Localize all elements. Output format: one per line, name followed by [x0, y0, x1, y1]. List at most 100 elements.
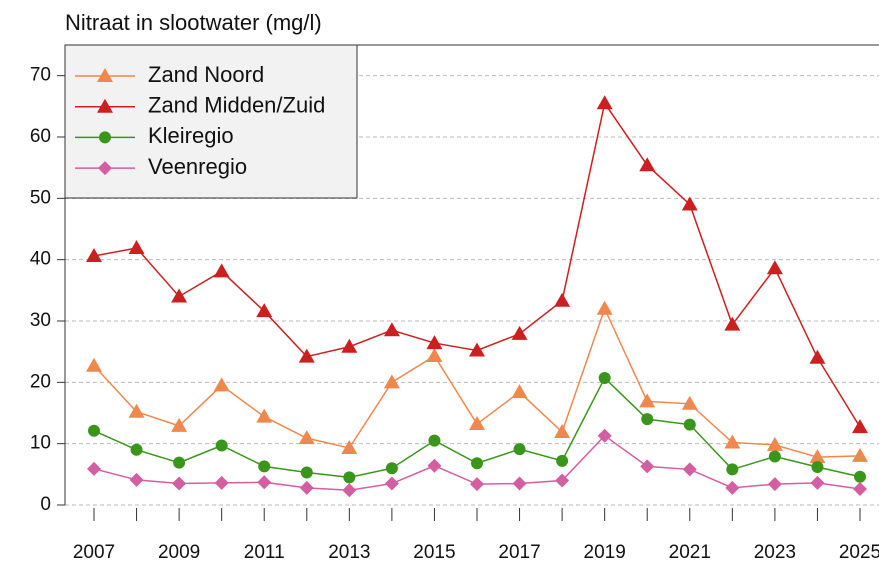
series	[86, 95, 868, 434]
marker	[214, 475, 229, 490]
x-tick-label: 2021	[669, 542, 711, 563]
marker	[97, 68, 113, 82]
marker	[86, 247, 102, 262]
marker	[298, 348, 315, 363]
marker	[383, 374, 400, 389]
marker	[173, 456, 186, 469]
series	[86, 300, 868, 464]
marker	[256, 303, 273, 318]
marker	[682, 462, 697, 477]
y-tick-label: 20	[30, 371, 51, 392]
marker	[427, 458, 442, 473]
marker	[87, 461, 101, 476]
marker	[853, 482, 867, 497]
marker	[213, 263, 230, 278]
marker	[256, 408, 273, 423]
x-tick-label: 2019	[584, 542, 626, 563]
marker	[343, 471, 356, 484]
legend-label: Veenregio	[148, 154, 247, 179]
x-tick-label: 2015	[413, 542, 455, 563]
marker	[384, 476, 399, 491]
marker	[88, 424, 100, 437]
y-tick-label: 0	[40, 494, 51, 515]
marker	[683, 418, 696, 431]
marker	[556, 454, 569, 467]
marker	[641, 413, 654, 426]
x-tick-label: 2007	[73, 542, 115, 563]
marker	[810, 475, 825, 490]
marker	[852, 419, 868, 434]
marker	[469, 342, 485, 357]
legend-label: Kleiregio	[148, 123, 234, 148]
marker	[809, 449, 826, 464]
marker	[725, 480, 740, 495]
marker	[172, 476, 187, 491]
marker	[681, 196, 698, 211]
marker	[298, 430, 315, 445]
marker	[554, 424, 571, 439]
marker	[128, 240, 145, 255]
series	[87, 428, 867, 498]
marker	[171, 417, 188, 432]
marker	[215, 439, 228, 452]
marker	[385, 462, 398, 475]
series	[88, 372, 866, 484]
marker	[98, 161, 112, 176]
marker	[852, 447, 868, 462]
marker	[555, 473, 570, 488]
marker	[469, 416, 485, 431]
y-tick-label: 60	[30, 126, 51, 147]
marker	[766, 260, 783, 275]
marker	[597, 428, 612, 443]
marker	[681, 395, 698, 410]
marker	[426, 347, 443, 362]
marker	[171, 288, 188, 303]
marker	[766, 436, 783, 451]
marker	[471, 457, 483, 470]
y-tick-label: 70	[30, 65, 51, 86]
marker	[258, 460, 271, 473]
marker	[854, 470, 866, 483]
marker	[300, 466, 313, 479]
marker	[342, 483, 357, 498]
marker	[341, 439, 358, 454]
marker	[724, 434, 741, 449]
x-tick-label: 2023	[754, 542, 796, 563]
marker	[426, 335, 443, 350]
marker	[639, 157, 656, 172]
y-tick-label: 30	[30, 310, 51, 331]
marker	[341, 338, 358, 353]
marker	[512, 476, 527, 491]
marker	[299, 480, 314, 495]
marker	[513, 443, 526, 456]
marker	[554, 292, 571, 307]
marker	[129, 472, 144, 487]
line	[93, 306, 861, 458]
marker	[724, 316, 741, 331]
marker	[428, 434, 441, 447]
legend: Zand Noord Zand Midden/Zuid Kleiregio Veenr…	[64, 44, 358, 199]
marker	[596, 95, 613, 110]
marker	[213, 377, 230, 392]
marker	[726, 463, 739, 476]
legend-label: Zand Noord	[148, 62, 264, 87]
marker	[809, 349, 826, 364]
marker	[128, 403, 145, 418]
marker	[257, 475, 272, 490]
marker	[768, 450, 781, 463]
marker	[97, 98, 113, 113]
y-tick-label: 40	[30, 249, 51, 270]
marker	[511, 325, 528, 340]
marker	[86, 357, 102, 372]
marker	[99, 131, 111, 144]
chart-title: Nitraat in slootwater (mg/l)	[65, 10, 322, 35]
x-tick-label: 2025	[839, 542, 879, 563]
marker	[640, 459, 655, 474]
marker	[596, 300, 613, 315]
marker	[639, 393, 656, 408]
marker	[511, 384, 528, 399]
marker	[767, 477, 782, 492]
y-tick-label: 50	[30, 187, 51, 208]
y-tick-label: 10	[30, 433, 51, 454]
